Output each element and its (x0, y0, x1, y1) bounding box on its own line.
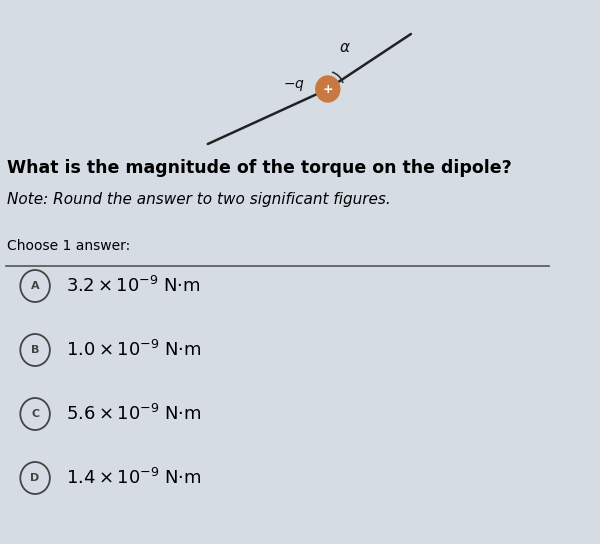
Text: $5.6 \times 10^{-9}$ N·m: $5.6 \times 10^{-9}$ N·m (67, 404, 202, 424)
Text: $\alpha$: $\alpha$ (338, 40, 350, 54)
Text: $3.2 \times 10^{-9}$ N·m: $3.2 \times 10^{-9}$ N·m (67, 276, 200, 296)
Text: $-q$: $-q$ (283, 77, 305, 92)
Text: Note: Round the answer to two significant figures.: Note: Round the answer to two significan… (7, 192, 391, 207)
Text: B: B (31, 345, 39, 355)
Text: A: A (31, 281, 40, 291)
Text: $1.0 \times 10^{-9}$ N·m: $1.0 \times 10^{-9}$ N·m (67, 340, 202, 360)
Text: $1.4 \times 10^{-9}$ N·m: $1.4 \times 10^{-9}$ N·m (67, 468, 202, 488)
Text: D: D (31, 473, 40, 483)
Circle shape (316, 76, 340, 102)
Text: +: + (323, 83, 333, 96)
Text: What is the magnitude of the torque on the dipole?: What is the magnitude of the torque on t… (7, 159, 512, 177)
Text: C: C (31, 409, 39, 419)
Text: Choose 1 answer:: Choose 1 answer: (7, 239, 131, 253)
